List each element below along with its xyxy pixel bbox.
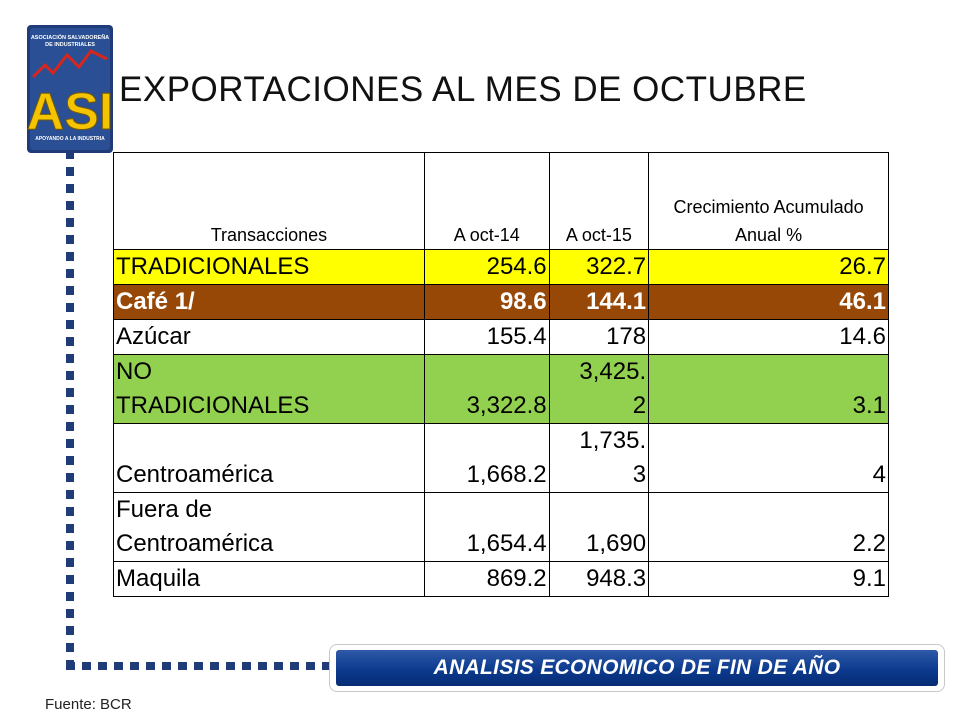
source-note: Fuente: BCR (45, 696, 132, 713)
cell-oct15: 144.1 (548, 284, 650, 320)
exports-table: Transacciones A oct-14 A oct-15 Crecimie… (113, 152, 889, 597)
table-row: Café 1/ 98.6 144.1 46.1 (113, 284, 889, 320)
header-transacciones: Transacciones (113, 152, 425, 250)
table-row: Centroamérica 1,668.2 1,735. 3 4 (113, 423, 889, 493)
cell-oct15: 948.3 (548, 561, 650, 597)
row-label: Fuera de Centroamérica (113, 492, 425, 562)
svg-text:DE INDUSTRIALES: DE INDUSTRIALES (45, 42, 95, 48)
dotted-frame-horizontal (66, 662, 344, 670)
table-row: Fuera de Centroamérica 1,654.4 1,690 2.2 (113, 492, 889, 562)
header-growth: Crecimiento Acumulado Anual % (648, 152, 889, 250)
logo-letters: ASI (27, 83, 113, 141)
cell-oct14: 869.2 (423, 561, 550, 597)
footer-banner: ANALISIS ECONOMICO DE FIN DE AÑO (330, 645, 944, 691)
cell-growth: 46.1 (648, 284, 889, 320)
cell-oct14: 98.6 (423, 284, 550, 320)
row-label: TRADICIONALES (113, 249, 425, 285)
cell-growth: 9.1 (648, 561, 889, 597)
cell-growth: 26.7 (648, 249, 889, 285)
cell-oct14: 1,654.4 (423, 492, 550, 562)
table-row: Maquila 869.2 948.3 9.1 (113, 561, 889, 597)
cell-oct14: 3,322.8 (423, 354, 550, 424)
cell-oct15: 3,425. 2 (548, 354, 650, 424)
banner-text: ANALISIS ECONOMICO DE FIN DE AÑO (433, 656, 841, 679)
cell-growth: 2.2 (648, 492, 889, 562)
row-label: NO TRADICIONALES (113, 354, 425, 424)
row-label: Maquila (113, 561, 425, 597)
cell-oct14: 254.6 (423, 249, 550, 285)
page-title: EXPORTACIONES AL MES DE OCTUBRE (119, 70, 807, 109)
cell-oct15: 1,735. 3 (548, 423, 650, 493)
row-label: Azúcar (113, 319, 425, 355)
header-oct14: A oct-14 (423, 152, 550, 250)
table-row: TRADICIONALES 254.6 322.7 26.7 (113, 249, 889, 285)
logo-text-top: ASOCIACIÓN SALVADOREÑA (31, 33, 109, 41)
table-header-row: Transacciones A oct-14 A oct-15 Crecimie… (113, 152, 889, 250)
cell-oct15: 178 (548, 319, 650, 355)
cell-growth: 14.6 (648, 319, 889, 355)
row-label: Centroamérica (113, 423, 425, 493)
cell-growth: 4 (648, 423, 889, 493)
table-row: Azúcar 155.4 178 14.6 (113, 319, 889, 355)
table-row: NO TRADICIONALES 3,322.8 3,425. 2 3.1 (113, 354, 889, 424)
cell-growth: 3.1 (648, 354, 889, 424)
logo-text-bottom: APOYANDO A LA INDUSTRIA (35, 136, 105, 142)
cell-oct15: 1,690 (548, 492, 650, 562)
dotted-frame-vertical (66, 150, 74, 670)
row-label: Café 1/ (113, 284, 425, 320)
header-oct15: A oct-15 (548, 152, 650, 250)
asi-logo: ASOCIACIÓN SALVADOREÑA DE INDUSTRIALES A… (27, 25, 113, 153)
cell-oct15: 322.7 (548, 249, 650, 285)
cell-oct14: 1,668.2 (423, 423, 550, 493)
cell-oct14: 155.4 (423, 319, 550, 355)
